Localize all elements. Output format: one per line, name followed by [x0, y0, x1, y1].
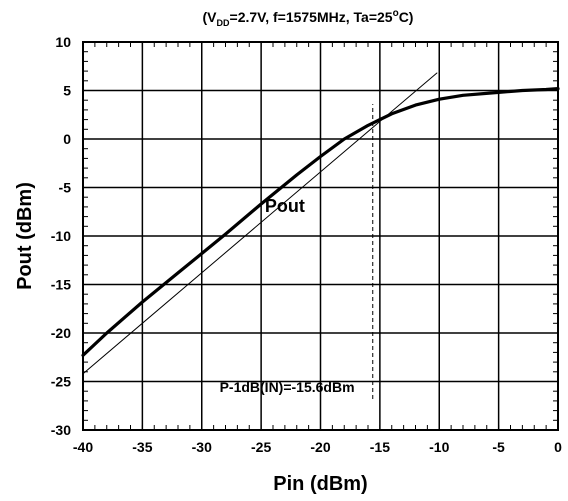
y-tick-label: 5	[63, 83, 71, 99]
annotations: Pout P-1dB(IN)=-15.6dBm	[220, 104, 374, 399]
x-tick-label: -30	[192, 439, 212, 455]
x-tick-label: -35	[132, 439, 152, 455]
grid	[83, 42, 558, 430]
x-tick-label: -10	[429, 439, 449, 455]
x-tick-label: -20	[310, 439, 330, 455]
y-tick-label: 10	[55, 34, 71, 50]
series-label-pout: Pout	[265, 196, 305, 216]
plot-lines	[81, 72, 560, 375]
y-tick-label: -20	[51, 325, 71, 341]
x-tick-labels: -40 -35 -30 -25 -20 -15 -10 -5 0	[73, 439, 562, 455]
x-tick-label: -15	[370, 439, 390, 455]
chart-title: (VDD=2.7V, f=1575MHz, Ta=25oC)	[203, 8, 414, 28]
x-axis-label: Pin (dBm)	[273, 473, 367, 495]
x-tick-label: -5	[492, 439, 505, 455]
title-middle: =2.7V, f=1575MHz, Ta=25	[230, 9, 393, 25]
y-tick-label: -10	[51, 228, 71, 244]
x-tick-label: 0	[554, 439, 562, 455]
y-tick-labels: -30 -25 -20 -15 -10 -5 0 5 10	[51, 34, 71, 438]
y-tick-label: -30	[51, 422, 71, 438]
linear-reference-line	[82, 72, 438, 375]
title-prefix: (V	[203, 9, 218, 25]
y-tick-label: -5	[59, 180, 72, 196]
x-tick-label: -25	[251, 439, 271, 455]
y-tick-label: 0	[63, 131, 71, 147]
title-subscript: DD	[217, 18, 230, 28]
title-superscript: o	[393, 8, 399, 19]
pout-curve	[81, 86, 560, 357]
y-axis-label: Pout (dBm)	[14, 182, 36, 290]
x-tick-label: -40	[73, 439, 93, 455]
p1db-label: P-1dB(IN)=-15.6dBm	[220, 379, 355, 395]
title-suffix: C)	[399, 9, 414, 25]
plot-area	[82, 41, 559, 431]
y-tick-label: -15	[51, 277, 71, 293]
y-tick-label: -25	[51, 374, 71, 390]
